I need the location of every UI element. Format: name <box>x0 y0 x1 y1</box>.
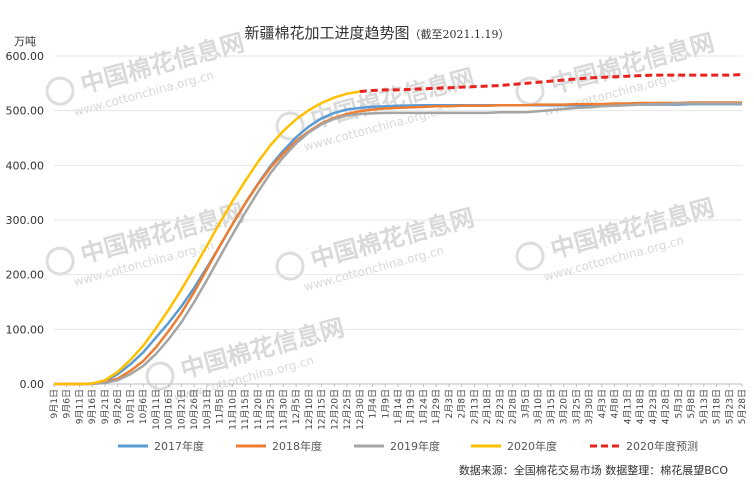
x-tick-label: 2月18日 <box>482 389 493 424</box>
legend-label: 2020年度预测 <box>626 439 698 453</box>
x-tick-label: 9月6日 <box>62 389 73 418</box>
x-tick-label: 4月18日 <box>635 389 646 424</box>
x-tick-label: 3月20日 <box>559 389 570 424</box>
x-tick-label: 2月3日 <box>444 389 455 418</box>
x-tick-label: 5月3日 <box>673 389 684 418</box>
x-tick-label: 2月8日 <box>457 389 468 418</box>
watermark-logo-icon <box>275 251 305 281</box>
x-tick-label: 10月11日 <box>151 389 162 430</box>
x-tick-label: 2月13日 <box>469 389 480 424</box>
x-tick-label: 3月10日 <box>533 389 544 424</box>
y-tick-label: 300.00 <box>6 214 45 227</box>
x-tick-label: 3月30日 <box>584 389 595 424</box>
x-tick-label: 12月25日 <box>342 389 353 430</box>
y-tick-label: 400.00 <box>6 159 45 172</box>
x-tick-label: 9月26日 <box>113 389 124 424</box>
x-tick-label: 4月8日 <box>610 389 621 418</box>
x-tick-label: 12月20日 <box>329 389 340 430</box>
x-tick-label: 1月29日 <box>431 389 442 424</box>
legend-label: 2017年度 <box>154 439 204 453</box>
x-tick-label: 5月13日 <box>699 389 710 424</box>
x-tick-label: 4月23日 <box>648 389 659 424</box>
x-tick-label: 4月13日 <box>622 389 633 424</box>
x-tick-label: 11月20日 <box>253 389 264 430</box>
legend-label: 2019年度 <box>390 439 440 453</box>
x-tick-label: 12月5日 <box>291 389 302 424</box>
x-tick-label: 4月28日 <box>661 389 672 424</box>
x-tick-label: 5月28日 <box>737 389 748 424</box>
x-tick-label: 9月1日 <box>49 389 60 418</box>
y-tick-label: 100.00 <box>6 323 45 336</box>
source-note: 数据来源：全国棉花交易市场 数据整理：棉花展望BCO <box>458 464 728 477</box>
x-tick-label: 3月25日 <box>571 389 582 424</box>
watermark-logo-icon <box>515 76 545 106</box>
x-tick-label: 9月16日 <box>87 389 98 424</box>
x-tick-label: 3月15日 <box>546 389 557 424</box>
legend: 2017年度 2018年度 2019年度 2020年度 2020年度预测 <box>118 439 698 453</box>
x-tick-label: 12月15日 <box>317 389 328 430</box>
x-tick-label: 10月1日 <box>125 389 136 424</box>
series-lines <box>54 73 743 386</box>
x-tick-label: 10月16日 <box>164 389 175 430</box>
y-tick-label: 600.00 <box>6 50 45 63</box>
watermark-logo-icon <box>45 76 75 106</box>
watermark-logo-icon <box>145 361 175 391</box>
x-tick-label: 11月30日 <box>278 389 289 430</box>
x-tick-label: 9月21日 <box>100 389 111 424</box>
legend-label: 2020年度 <box>507 439 557 453</box>
x-tick-label: 1月19日 <box>406 389 417 424</box>
x-tick-label: 10月31日 <box>202 389 213 430</box>
legend-label: 2018年度 <box>272 439 322 453</box>
x-tick-label: 12月10日 <box>304 389 315 430</box>
x-tick-label: 5月18日 <box>712 389 723 424</box>
x-tick-label: 3月5日 <box>520 389 531 418</box>
series-line-2 <box>54 101 742 386</box>
y-tick-label: 0.00 <box>20 378 45 391</box>
series-line-4 <box>54 90 360 386</box>
x-tick-label: 5月8日 <box>686 389 697 418</box>
x-tick-label: 11月25日 <box>266 389 277 430</box>
y-axis-ticks: 0.00 100.00 200.00 300.00 400.00 500.00 600.00 <box>6 50 45 391</box>
x-tick-label: 2月28日 <box>508 389 519 424</box>
x-tick-label: 11月5日 <box>215 389 226 424</box>
x-tick-label: 10月26日 <box>189 389 200 430</box>
series-line-5 <box>359 73 743 94</box>
x-tick-label: 1月9日 <box>380 389 391 418</box>
watermark-logo-icon <box>515 241 545 271</box>
y-axis-unit: 万吨 <box>14 35 36 48</box>
x-tick-label: 11月10日 <box>227 389 238 430</box>
x-tick-label: 1月24日 <box>418 389 429 424</box>
x-axis-ticks: 9月1日 9月6日 9月11日 9月16日 9月21日 9月26日 10月1日 10月6日 10… <box>49 384 748 430</box>
x-tick-label: 10月6日 <box>138 389 149 424</box>
x-tick-label: 12月30日 <box>355 389 366 430</box>
chart-subtitle: （截至2021.1.19） <box>409 28 510 41</box>
x-tick-label: 10月21日 <box>176 389 187 430</box>
y-tick-label: 200.00 <box>6 269 45 282</box>
chart-title: 新疆棉花加工进度趋势图（截至2021.1.19） <box>0 22 754 43</box>
watermark-logo-icon <box>45 246 75 276</box>
x-tick-label: 9月11日 <box>74 389 85 424</box>
x-tick-label: 11月15日 <box>240 389 251 430</box>
x-tick-label: 5月23日 <box>724 389 735 424</box>
y-tick-label: 500.00 <box>6 105 45 118</box>
x-tick-label: 1月14日 <box>393 389 404 424</box>
chart-title-text: 新疆棉花加工进度趋势图 <box>244 24 410 42</box>
series-line-3 <box>54 102 742 386</box>
x-tick-label: 4月3日 <box>597 389 608 418</box>
x-tick-label: 2月23日 <box>495 389 506 424</box>
x-tick-label: 1月4日 <box>368 389 379 418</box>
